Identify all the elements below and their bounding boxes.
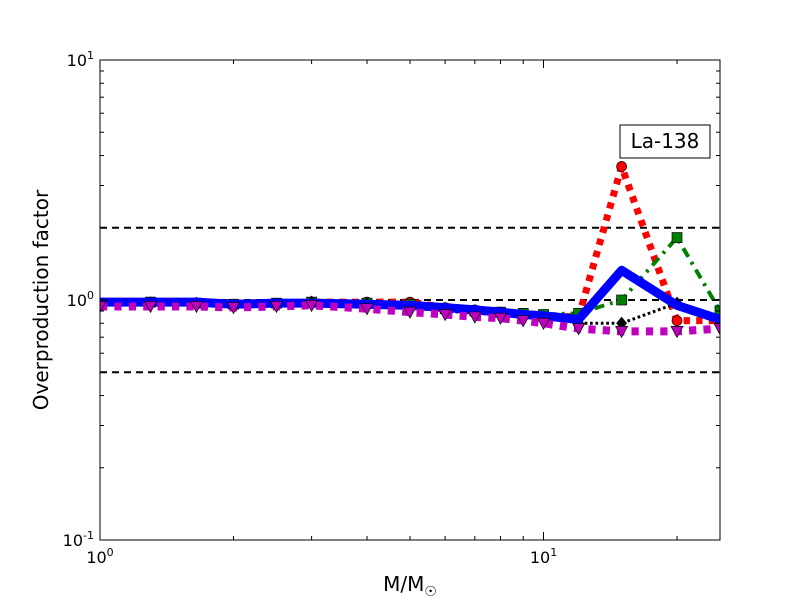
series-4-point [493,312,508,325]
series-0-point [616,161,627,172]
series-1-point [671,232,683,243]
series-4-point [615,326,629,339]
y-tick-label-0: 10-1 [63,529,94,550]
y-axis-label: Overproduction factor [29,189,53,410]
x-axis-label: M/M☉ [383,572,437,600]
series-4-point [189,301,204,314]
series-4-point [269,301,284,314]
series-layer [100,161,720,339]
series-4-line [100,301,720,336]
series-4-point [305,299,319,313]
annotation-box: La-138 [619,124,711,159]
series-4 [100,299,720,339]
series-4-point [360,303,374,316]
plot-frame [99,59,721,541]
x-tick-label-1: 101 [530,546,557,567]
x-axis-label-sub: ☉ [424,584,437,600]
series-4-point [226,302,241,315]
series-4-point [403,306,417,319]
annotation-label: La-138 [631,129,700,153]
y-tick-label-2: 101 [67,49,94,70]
series-4-point [143,301,158,314]
x-tick-label-0: 100 [86,546,113,567]
series-4-point [713,323,720,336]
series-4-point [468,311,482,324]
series-0-point [671,315,683,327]
series-4-point [100,301,107,314]
series-4-point [670,326,684,339]
x-axis-label-main: M/M [383,572,424,596]
series-4-point [438,309,452,322]
series-4-point [516,315,530,328]
series-1-point [616,294,627,306]
series-4-point [572,323,586,336]
y-tick-label-1: 100 [67,289,94,310]
series-4-point [536,317,551,330]
